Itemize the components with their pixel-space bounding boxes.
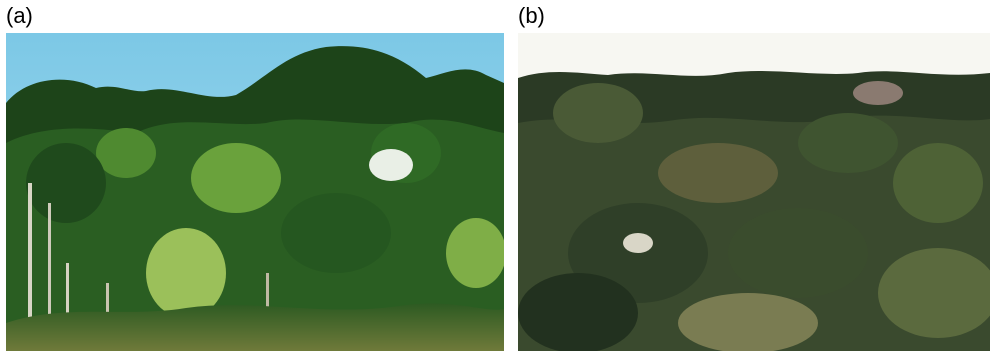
forest-image-b	[518, 33, 990, 351]
forest-photo-a	[6, 33, 504, 351]
panel-label-a: (a)	[6, 3, 33, 28]
forest-image-a	[6, 33, 504, 351]
forest-photo-b	[518, 33, 990, 351]
panel-label-b: (b)	[518, 3, 545, 28]
